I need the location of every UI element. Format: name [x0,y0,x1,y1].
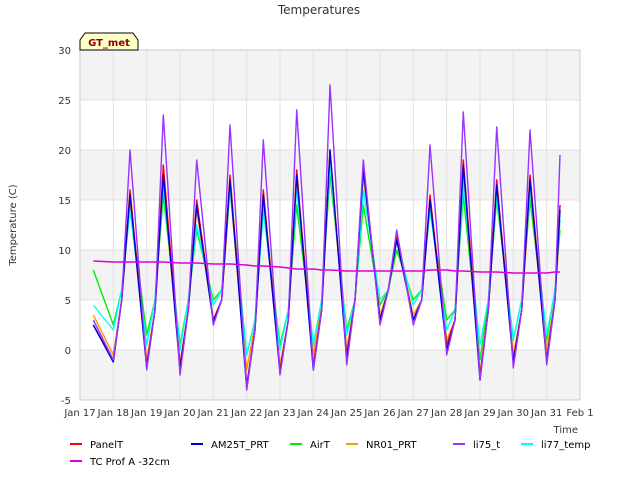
x-tick-label: Jan 26 [363,408,395,419]
x-tick-label: Jan 25 [330,408,362,419]
background-band [80,100,580,150]
background-band [80,350,580,400]
y-axis-ticks: -5 0 5 10 15 20 25 30 [58,46,71,407]
x-tick-label: Jan 21 [197,408,229,419]
y-tick-label: 5 [65,296,71,307]
x-tick-label: Jan 31 [530,408,562,419]
chart-title: Temperatures [277,3,360,17]
background-band [80,250,580,300]
legend-label: li75_t [473,440,500,451]
y-tick-label: 20 [58,146,71,157]
x-axis-title: Time [553,425,578,436]
series-layer [92,84,561,391]
gt-met-badge: GT_met [79,32,139,51]
legend-label: NR01_PRT [366,440,417,451]
x-tick-label: Jan 18 [97,408,129,419]
legend-label: AirT [310,440,331,451]
x-tick-label: Jan 27 [397,408,429,419]
x-tick-label: Jan 28 [430,408,462,419]
legend-label: TC Prof A -32cm [89,457,170,468]
legend: PanelT AM25T_PRT AirT NR01_PRT li75_t li77_te… [70,440,590,468]
legend-label: AM25T_PRT [211,440,270,451]
x-axis-ticks: Jan 17 Jan 18 Jan 19 Jan 20 Jan 21 Jan 22 Jan … [63,408,593,419]
y-axis-title: Temperature (C) [8,184,19,266]
series-line-tc-prof-a-32cm [93,260,560,274]
x-tick-label: Feb 1 [566,408,593,419]
y-tick-label: 15 [58,196,71,207]
y-tick-label: -5 [61,396,71,407]
x-tick-label: Jan 24 [297,408,329,419]
badge-shape [79,32,139,51]
x-tick-label: Jan 23 [263,408,295,419]
x-tick-label: Jan 19 [130,408,162,419]
x-tick-label: Jan 17 [63,408,95,419]
legend-label: PanelT [90,440,124,451]
x-tick-label: Jan 29 [463,408,495,419]
y-tick-label: 30 [58,46,71,57]
background-band [80,300,580,350]
y-tick-label: 0 [65,346,71,357]
badge-label: GT_met [88,38,130,49]
legend-label: li77_temp [541,440,590,451]
x-tick-label: Jan 30 [497,408,529,419]
plot-area-border [79,49,581,401]
x-tick-label: Jan 22 [230,408,262,419]
x-tick-label: Jan 20 [163,408,195,419]
y-tick-label: 10 [58,246,71,257]
y-tick-label: 25 [58,96,71,107]
series-line-li75-t [92,84,561,391]
